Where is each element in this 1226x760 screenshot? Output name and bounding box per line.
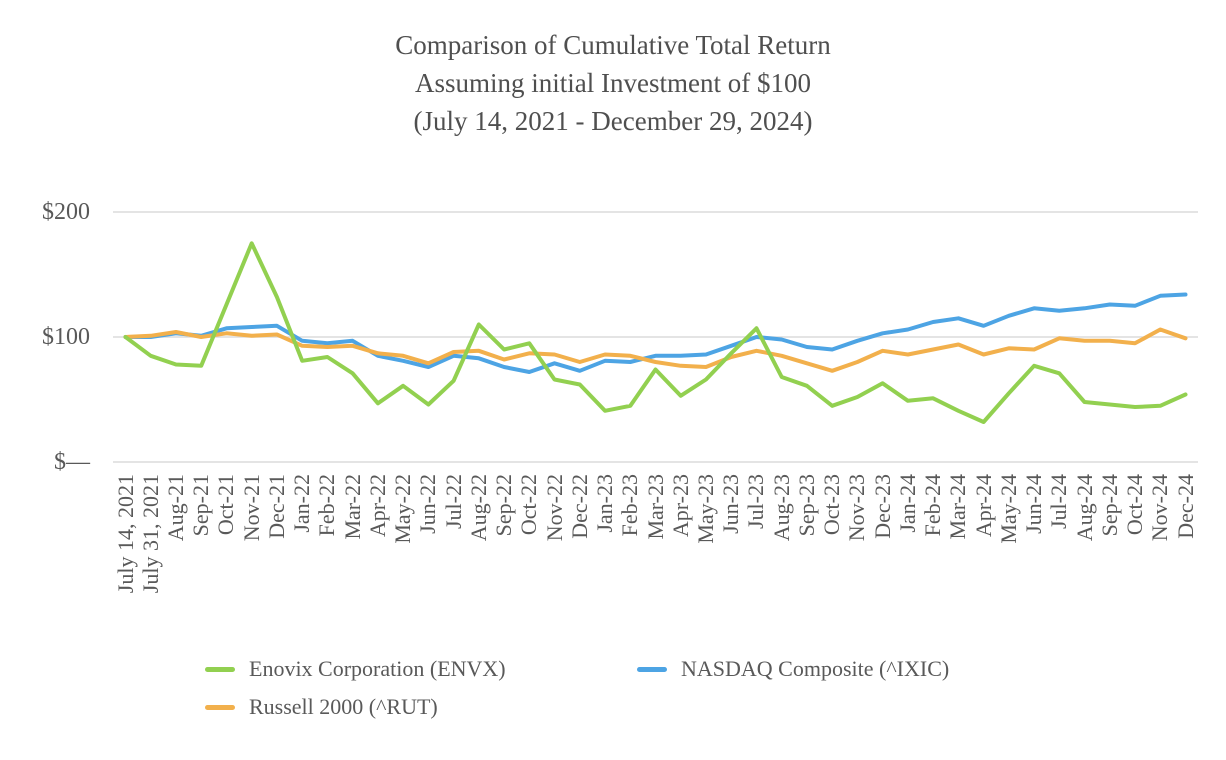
x-axis-label: Oct-24: [1122, 474, 1148, 536]
legend-label-enovix: Enovix Corporation (ENVX): [249, 656, 506, 681]
x-axis-label: Dec-22: [566, 474, 592, 539]
x-axis-label: Feb-24: [920, 474, 946, 537]
x-axis-label: Aug-23: [768, 474, 794, 542]
legend-item-enovix: Enovix Corporation (ENVX): [205, 650, 637, 688]
x-axis-label: May-23: [692, 474, 718, 544]
x-axis-label: Nov-24: [1147, 474, 1173, 542]
chart-title-line-2: Assuming initial Investment of $100: [415, 68, 811, 98]
chart-title-line-3: (July 14, 2021 - December 29, 2024): [413, 106, 813, 136]
chart-title: Comparison of Cumulative Total Return As…: [0, 26, 1226, 140]
y-axis-label-200: $200: [42, 199, 90, 225]
x-axis-label: Aug-24: [1071, 474, 1097, 542]
x-axis-label: Sep-21: [188, 474, 214, 537]
x-axis-label: May-24: [995, 474, 1021, 544]
x-axis-label: Sep-24: [1096, 474, 1122, 537]
enovix-line-swatch-icon: [205, 666, 235, 672]
x-axis-label: Dec-23: [869, 474, 895, 539]
x-axis-label: Jul-24: [1046, 474, 1072, 529]
x-axis-label: Dec-24: [1172, 474, 1198, 539]
legend-item-russell: Russell 2000 (^RUT): [205, 688, 637, 726]
x-axis-label: Jan-22: [289, 474, 315, 533]
x-axis-label: Mar-24: [945, 474, 971, 540]
x-axis-label: Apr-24: [970, 474, 996, 538]
x-axis-label: Apr-22: [364, 474, 390, 538]
x-axis-label: Oct-21: [213, 474, 239, 536]
x-axis-label: Dec-21: [263, 474, 289, 539]
x-axis-label: Feb-23: [617, 474, 643, 537]
russell-line-swatch-icon: [205, 704, 235, 710]
x-axis-label: Jan-23: [592, 474, 618, 533]
y-axis-label-100: $100: [42, 324, 90, 350]
series-line-russell: [123, 327, 1188, 373]
y-axis-label-0: $—: [54, 449, 90, 475]
x-axis-label: Oct-23: [819, 474, 845, 536]
x-axis-label: Mar-22: [339, 474, 365, 540]
chart-title-line-1: Comparison of Cumulative Total Return: [395, 30, 831, 60]
x-axis-label: Nov-21: [238, 474, 264, 542]
x-axis-label: July 14, 2021: [112, 474, 138, 594]
legend: Enovix Corporation (ENVX) NASDAQ Composi…: [205, 650, 1075, 726]
nasdaq-line-swatch-icon: [637, 666, 667, 672]
x-axis-label: Mar-23: [642, 474, 668, 540]
legend-item-nasdaq: NASDAQ Composite (^IXIC): [637, 650, 1069, 688]
series-line-enovix: [123, 241, 1188, 424]
x-axis-label: Feb-22: [314, 474, 340, 537]
legend-label-russell: Russell 2000 (^RUT): [249, 694, 438, 719]
x-axis-label: Oct-22: [516, 474, 542, 536]
x-axis-label: Nov-23: [844, 474, 870, 542]
x-axis-label: Jul-22: [440, 474, 466, 529]
x-axis-label: Jun-24: [1021, 474, 1047, 534]
x-axis-label: Jun-22: [415, 474, 441, 534]
x-axis-label: Jun-23: [718, 474, 744, 534]
legend-label-nasdaq: NASDAQ Composite (^IXIC): [681, 656, 950, 681]
x-axis-label: Aug-22: [465, 474, 491, 542]
x-axis-label: Apr-23: [667, 474, 693, 538]
x-axis-label: Aug-21: [162, 474, 188, 542]
x-axis-label: Sep-23: [793, 474, 819, 537]
x-axis-label: Nov-22: [541, 474, 567, 542]
x-axis-label: Jul-23: [743, 474, 769, 529]
x-axis-label: Sep-22: [491, 474, 517, 537]
x-axis-label: May-22: [390, 474, 416, 544]
series-line-nasdaq: [123, 292, 1188, 374]
x-axis-label: July 31, 2021: [137, 474, 163, 594]
x-axis-label: Jan-24: [894, 474, 920, 533]
